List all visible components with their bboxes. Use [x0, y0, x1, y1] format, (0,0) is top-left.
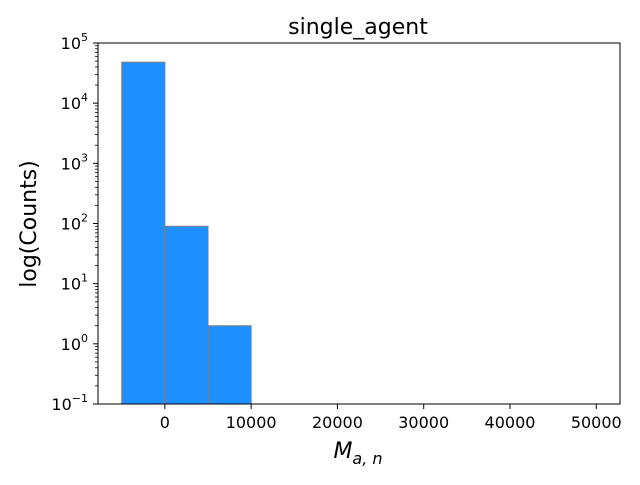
chart-title: single_agent: [288, 15, 428, 40]
x-tick-label: 50000: [571, 413, 622, 432]
x-tick-label: 10000: [226, 413, 277, 432]
x-tick-label: 0: [160, 413, 170, 432]
y-tick-label: 101: [61, 272, 88, 294]
y-tick-label: 102: [61, 212, 88, 234]
y-tick-label-exponent: 3: [81, 151, 88, 164]
y-tick-label-base: 10: [61, 94, 81, 113]
y-tick-label-exponent: 4: [81, 91, 88, 104]
y-tick-label-base: 10: [61, 215, 81, 234]
y-tick-label-exponent: 1: [81, 272, 88, 285]
x-axis-label: Ma, n: [333, 439, 382, 468]
y-tick-label-exponent: 5: [81, 31, 88, 44]
x-tick-label: 40000: [485, 413, 536, 432]
y-tick-label-base: 10: [61, 154, 81, 173]
y-tick-label-base: 10: [61, 275, 81, 294]
y-tick-label-exponent: 2: [81, 212, 88, 225]
y-tick-label-base: 10: [61, 335, 81, 354]
y-tick-label-base: 10: [61, 34, 81, 53]
y-tick-label: 103: [61, 151, 88, 173]
y-tick-label: 104: [61, 91, 88, 113]
x-axis-label-base: M: [333, 439, 352, 464]
y-tick-label-exponent: −1: [72, 392, 88, 405]
histogram-bar: [207, 325, 252, 405]
x-axis-ticks: 0 10000 20000 30000 40000 50000: [160, 404, 622, 432]
x-tick-label: 20000: [312, 413, 363, 432]
y-tick-label: 10−1: [51, 392, 88, 414]
histogram-bar: [121, 61, 166, 405]
x-tick-label: 30000: [398, 413, 449, 432]
y-axis-label: log(Counts): [17, 160, 42, 288]
y-tick-label: 105: [61, 31, 88, 53]
y-tick-label: 100: [61, 332, 88, 354]
bars-group: [121, 61, 252, 405]
y-tick-label-exponent: 0: [81, 332, 88, 345]
y-tick-label-base: 10: [51, 395, 71, 414]
histogram-bar: [164, 225, 209, 405]
x-axis-label-subscript: a, n: [352, 449, 382, 468]
